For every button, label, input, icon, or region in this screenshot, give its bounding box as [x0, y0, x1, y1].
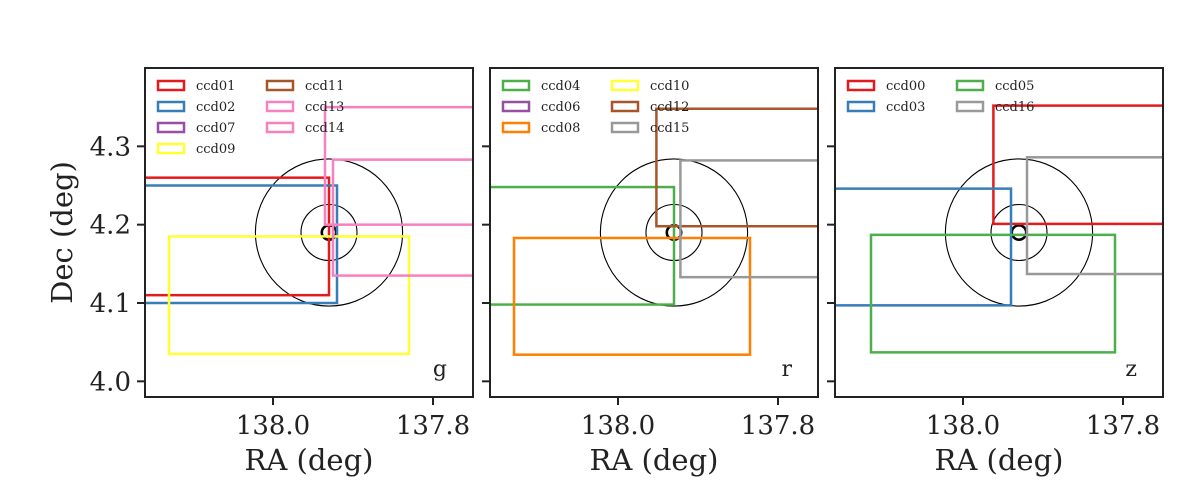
footprint-ccd07 — [353, 29, 513, 53]
legend-label: ccd11 — [305, 79, 344, 94]
legend-label: ccd14 — [305, 121, 344, 136]
axes-frame — [144, 67, 474, 398]
legend-label: ccd06 — [541, 100, 580, 115]
target-ring — [1010, 224, 1028, 242]
legend-swatch — [610, 100, 640, 113]
y-axis-title: Dec (deg) — [45, 161, 79, 304]
legend-swatch — [501, 100, 531, 113]
band-label: g — [433, 357, 447, 382]
footprint-ccd03 — [835, 187, 1013, 307]
legend-label: ccd05 — [995, 79, 1034, 94]
legend: ccd01 ccd02 ccd07 ccd09 ccd11 ccd13 ccd14 — [156, 79, 344, 157]
target-ring — [254, 158, 404, 307]
legend: ccd04 ccd06 ccd08 ccd10 ccd12 ccd15 — [501, 79, 689, 136]
panel-g: ccd01 ccd02 ccd07 ccd09 ccd11 ccd13 ccd14 g 138.… — [45, 29, 513, 477]
x-tick-label: 137.8 — [396, 411, 470, 441]
legend-swatch — [846, 79, 876, 92]
plot-area — [490, 29, 858, 356]
legend-label: ccd01 — [196, 79, 235, 94]
legend-swatch — [610, 121, 640, 134]
legend-label: ccd10 — [650, 79, 689, 94]
axes-frame — [489, 67, 819, 398]
legend-swatch — [501, 79, 531, 92]
x-tick-label: 137.8 — [741, 411, 815, 441]
legend: ccd00 ccd03 ccd05 ccd16 — [846, 79, 1034, 115]
legend-label: ccd04 — [541, 79, 580, 94]
footprint-ccd15 — [679, 159, 818, 279]
legend-swatch — [156, 121, 186, 134]
plot-area — [145, 29, 513, 356]
legend-label: ccd13 — [305, 100, 344, 115]
legend-swatch — [501, 121, 531, 134]
footprint-ccd13 — [323, 105, 473, 226]
legend-label: ccd16 — [995, 100, 1034, 115]
footprint-ccd12 — [655, 107, 818, 228]
legend-label: ccd00 — [886, 79, 925, 94]
footprint-ccd05 — [869, 233, 1117, 354]
legend-swatch — [610, 79, 640, 92]
target-ring — [944, 158, 1094, 307]
axes-frame — [834, 67, 1164, 398]
footprint-ccd10 — [698, 29, 858, 53]
legend-swatch — [955, 79, 985, 92]
legend-swatch — [265, 100, 295, 113]
x-axis-title: RA (deg) — [935, 443, 1064, 477]
footprint-ccd06 — [698, 29, 858, 53]
legend-swatch — [265, 79, 295, 92]
legend-swatch — [156, 100, 186, 113]
legend-label: ccd02 — [196, 100, 235, 115]
x-tick-label: 138.0 — [926, 411, 1000, 441]
legend-label: ccd08 — [541, 121, 580, 136]
legend-label: ccd15 — [650, 121, 689, 136]
band-label: r — [781, 357, 792, 382]
x-tick-label: 137.8 — [1086, 411, 1160, 441]
footprint-ccd02 — [145, 184, 339, 305]
target-ring — [599, 158, 749, 307]
y-tick-label: 4.1 — [90, 289, 131, 319]
footprint-ccd04 — [490, 185, 676, 306]
panel-z: ccd00 ccd03 ccd05 ccd16 z 138.0 137.8 RA (deg) — [827, 67, 1164, 477]
footprint-ccd16 — [1025, 156, 1163, 276]
band-label: z — [1125, 357, 1137, 382]
legend-label: ccd09 — [196, 142, 235, 157]
x-axis-title: RA (deg) — [590, 443, 719, 477]
legend-swatch — [265, 121, 295, 134]
footprint-ccd11 — [353, 29, 513, 53]
legend-swatch — [846, 100, 876, 113]
y-tick-label: 4.2 — [90, 211, 131, 241]
footprint-ccd08 — [512, 236, 752, 356]
y-tick-label: 4.0 — [90, 367, 131, 397]
legend-label: ccd12 — [650, 100, 689, 115]
x-tick-label: 138.0 — [236, 411, 310, 441]
footprint-ccd00 — [992, 104, 1163, 226]
x-axis-title: RA (deg) — [245, 443, 374, 477]
footprint-ccd14 — [331, 158, 473, 277]
target-ring — [990, 203, 1048, 262]
footprint-ccd09 — [167, 235, 411, 356]
legend-label: ccd07 — [196, 121, 235, 136]
plot-area — [835, 104, 1163, 354]
legend-swatch — [156, 79, 186, 92]
x-tick-label: 138.0 — [581, 411, 655, 441]
panel-r: ccd04 ccd06 ccd08 ccd10 ccd12 ccd15 r 138.0 137.… — [482, 29, 858, 477]
legend-swatch — [955, 100, 985, 113]
legend-swatch — [156, 142, 186, 155]
y-tick-label: 4.3 — [90, 132, 131, 162]
legend-label: ccd03 — [886, 100, 925, 115]
